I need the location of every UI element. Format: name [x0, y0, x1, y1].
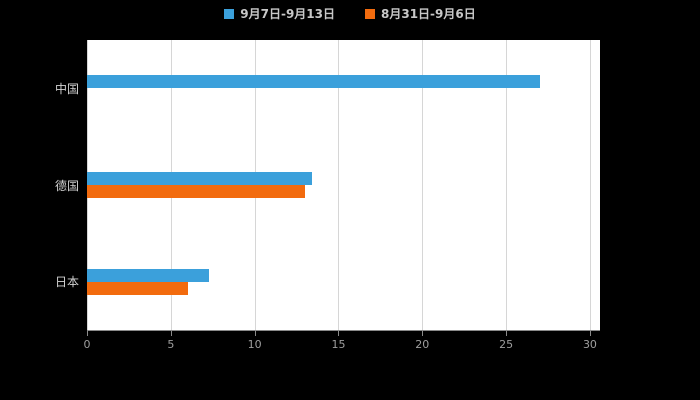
legend-item-week2[interactable]: 8月31日-9月6日: [365, 7, 476, 21]
bar: [87, 281, 188, 295]
legend-item-week1[interactable]: 9月7日-9月13日: [224, 7, 335, 21]
grid-line: [589, 40, 591, 330]
category-label-row: 德国: [0, 137, 79, 234]
x-tick-label: 5: [167, 338, 175, 351]
x-tick-mark: [589, 331, 591, 336]
bar-groups: [87, 40, 600, 330]
bar: [87, 268, 210, 282]
y-axis-category-labels: 中国 德国 日本: [0, 40, 79, 330]
legend-label-week2: 8月31日-9月6日: [381, 7, 476, 21]
legend-swatch-week2-icon: [365, 9, 375, 19]
x-tick-label: 15: [331, 338, 346, 351]
grid-line: [422, 40, 424, 330]
bar: [87, 172, 312, 185]
x-axis-ticks: [87, 331, 600, 337]
plot-area: [87, 40, 600, 331]
grid-line: [506, 40, 508, 330]
legend-swatch-week1-icon: [224, 9, 235, 19]
x-tick-label: 20: [415, 338, 430, 351]
category-label: 德国: [54, 178, 79, 193]
x-tick-mark: [506, 331, 508, 336]
category-label-row: 中国: [0, 40, 79, 137]
grid-line: [338, 40, 340, 330]
category-label: 中国: [54, 81, 79, 96]
x-tick-mark: [422, 331, 424, 336]
x-tick-mark: [87, 331, 88, 336]
bar-group: [87, 40, 600, 137]
bar: [87, 185, 305, 198]
bar: [87, 75, 540, 89]
x-tick-label: 25: [499, 338, 514, 351]
x-tick-label: 0: [83, 338, 91, 351]
legend-label-week1: 9月7日-9月13日: [240, 7, 335, 21]
category-label-row: 日本: [0, 233, 79, 330]
x-tick-mark: [254, 331, 256, 336]
category-label: 日本: [54, 275, 79, 290]
x-tick-mark: [338, 331, 340, 336]
x-tick-mark: [170, 331, 172, 336]
x-axis-tick-labels: 0 5 10 15 20 25 30: [83, 338, 600, 354]
bar-group: [87, 233, 600, 330]
x-tick-label: 10: [247, 338, 262, 351]
chart-legend: 9月7日-9月13日 8月31日-9月6日: [0, 7, 700, 21]
x-tick-label: 30: [582, 338, 597, 351]
bar-group: [87, 137, 600, 234]
